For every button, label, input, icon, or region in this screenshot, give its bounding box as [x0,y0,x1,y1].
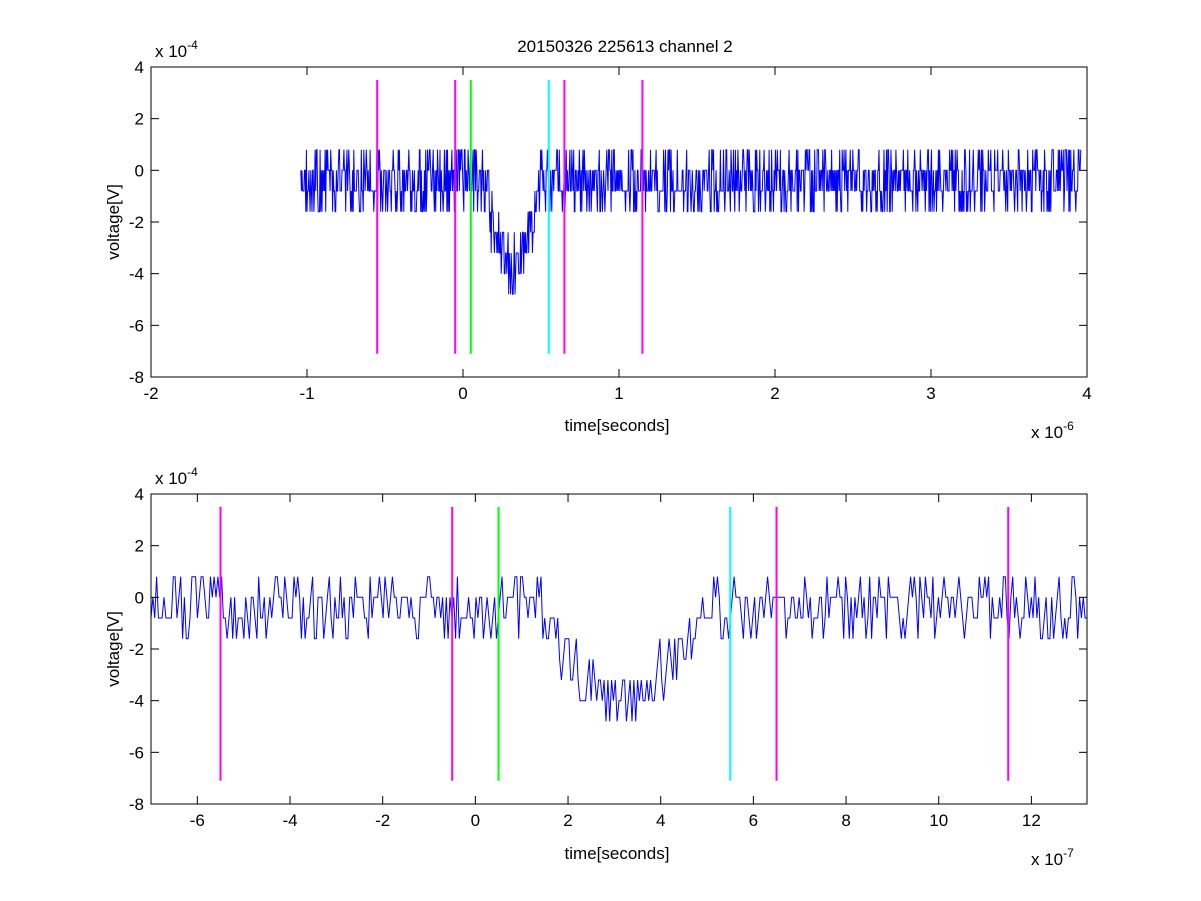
bottom-y-tick-label: -6 [129,743,144,762]
bottom-y-tick-label: 4 [135,485,144,504]
top-x-tick-label: 0 [458,384,467,403]
top-chart: -2 -1 0 1 2 3 4 -8 -6 -4 -2 0 2 4 time[seconds] volta… [104,38,1092,442]
bottom-x-axis-label: time[seconds] [565,844,670,863]
bottom-y-tick-label: -2 [129,640,144,659]
bottom-y-tick-label: 0 [135,588,144,607]
bottom-x-tick-label: 8 [841,811,850,830]
bottom-x-tick-label: -4 [282,811,297,830]
bottom-x-tick-label: -2 [375,811,390,830]
top-y-tick-label: -8 [129,368,144,387]
top-axes-box [150,66,1088,378]
top-y-multiplier-base: x 10 [155,42,187,61]
top-x-multiplier-exp: -6 [1063,419,1074,433]
top-plot-area [300,79,1082,354]
top-x-tick-label: -1 [299,384,314,403]
figure-title: 20150326 225613 channel 2 [517,37,733,56]
top-y-tick-label: 4 [135,58,144,77]
top-ticks: -2 -1 0 1 2 3 4 -8 -6 -4 -2 0 2 4 [129,58,1092,403]
bottom-x-tick-label: 4 [656,811,665,830]
top-y-tick-label: -6 [129,316,144,335]
top-y-tick-label: -4 [129,265,144,284]
bottom-y-axis-label: voltage[V] [104,611,123,687]
top-x-multiplier: x 10-6 [1031,419,1074,442]
bottom-chart: -6 -4 -2 0 2 4 6 8 10 12 -8 -6 -4 -2 0 2 4 time[seconds]… [104,465,1088,869]
top-y-tick-label: -2 [129,213,144,232]
top-x-tick-label: 1 [614,384,623,403]
bottom-y-multiplier-exp: -4 [187,465,198,479]
bottom-y-tick-label: 2 [135,537,144,556]
bottom-y-multiplier-base: x 10 [155,469,187,488]
top-y-tick-label: 2 [135,110,144,129]
top-x-tick-label: 2 [770,384,779,403]
bottom-ticks: -6 -4 -2 0 2 4 6 8 10 12 -8 -6 -4 -2 0 2 4 [129,485,1087,830]
bottom-x-tick-label: 2 [563,811,572,830]
bottom-x-tick-label: 6 [749,811,758,830]
top-y-multiplier-exp: -4 [187,38,198,52]
top-y-multiplier: x 10-4 [155,38,198,61]
bottom-series-line-0 [150,576,1087,722]
bottom-x-tick-label: 0 [471,811,480,830]
top-x-tick-label: 3 [926,384,935,403]
bottom-x-tick-label: 10 [929,811,948,830]
bottom-x-tick-label: -6 [190,811,205,830]
top-series-line-0 [300,149,1082,295]
bottom-x-tick-label: 12 [1022,811,1041,830]
bottom-x-multiplier-exp: -7 [1063,846,1074,860]
bottom-y-tick-label: -4 [129,692,144,711]
bottom-x-multiplier-base: x 10 [1031,850,1063,869]
top-x-multiplier-base: x 10 [1031,423,1063,442]
bottom-plot-area [150,506,1087,781]
top-x-tick-label: -2 [143,384,158,403]
top-y-axis-label: voltage[V] [104,184,123,260]
bottom-y-multiplier: x 10-4 [155,465,198,488]
top-x-tick-label: 4 [1082,384,1091,403]
bottom-axes-box [150,493,1088,805]
top-x-axis-label: time[seconds] [565,416,670,435]
top-y-tick-label: 0 [135,161,144,180]
bottom-x-multiplier: x 10-7 [1031,846,1074,869]
bottom-y-tick-label: -8 [129,795,144,814]
